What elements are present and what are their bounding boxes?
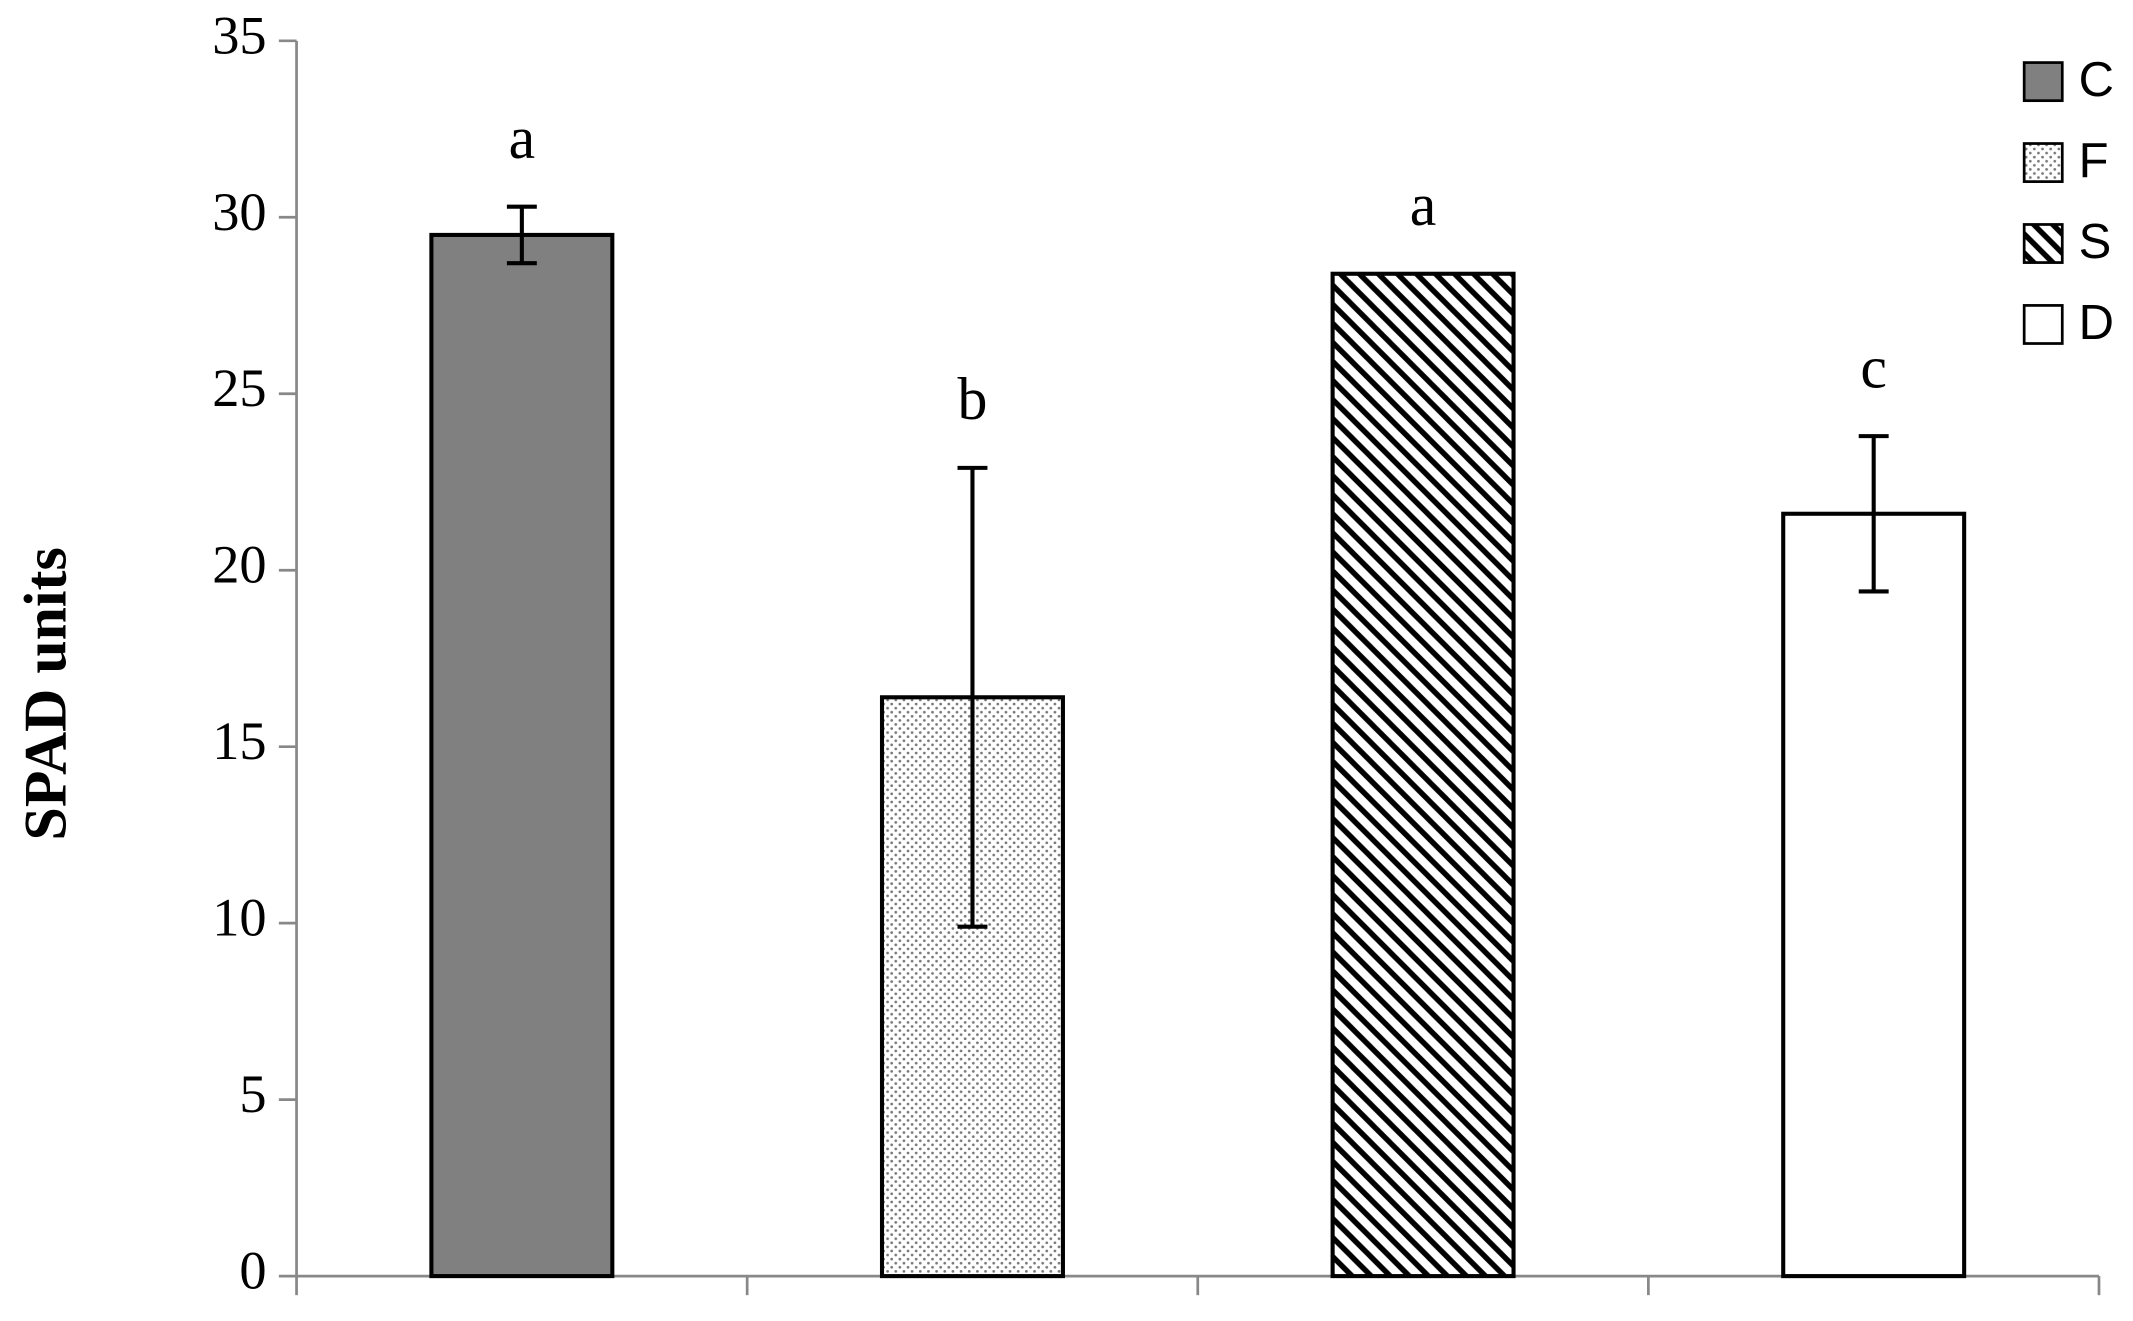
error-bar	[1858, 434, 1889, 594]
y-axis-label: SPAD units	[12, 547, 78, 840]
y-tick-label: 30	[212, 182, 266, 242]
y-tick-label: 20	[212, 535, 266, 595]
bar	[1330, 271, 1516, 1279]
legend-swatch	[2022, 304, 2064, 345]
legend-label: C	[2079, 53, 2114, 107]
y-tick-label: 10	[212, 888, 266, 948]
bar	[1781, 511, 1967, 1279]
legend-swatch	[2022, 142, 2064, 183]
annotation: a	[1410, 172, 1437, 238]
y-tick-label: 5	[239, 1064, 266, 1124]
bar	[429, 232, 615, 1279]
annotation: b	[958, 366, 988, 432]
y-tick-label: 35	[212, 5, 266, 65]
legend-swatch	[2022, 223, 2064, 264]
y-tick-label: 15	[212, 711, 266, 771]
legend-label: S	[2079, 215, 2112, 269]
legend-swatch	[2022, 61, 2064, 103]
error-bar	[506, 204, 537, 266]
annotation: a	[509, 105, 536, 171]
legend-label: F	[2079, 134, 2109, 188]
annotation: c	[1860, 334, 1887, 400]
error-bar	[957, 465, 988, 929]
y-tick-label: 0	[239, 1241, 266, 1301]
legend-label: D	[2079, 296, 2114, 350]
y-tick-label: 25	[212, 358, 266, 418]
